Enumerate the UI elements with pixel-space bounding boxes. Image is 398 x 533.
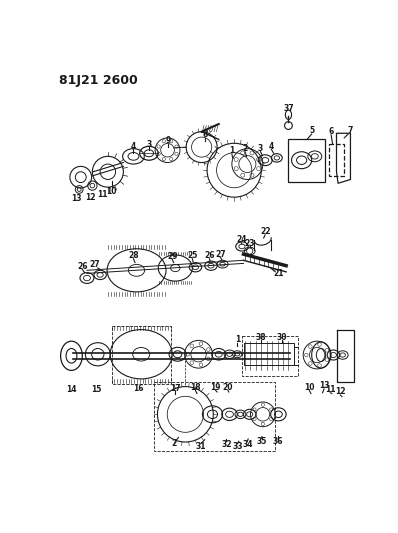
Text: 1: 1 <box>235 335 240 344</box>
Text: 19: 19 <box>211 383 221 392</box>
Text: 4: 4 <box>131 142 136 151</box>
Text: 34: 34 <box>242 440 253 449</box>
Text: 27: 27 <box>215 249 226 259</box>
Text: 9: 9 <box>166 136 171 146</box>
Text: 10: 10 <box>304 383 315 392</box>
Text: 14: 14 <box>66 385 77 394</box>
Text: 38: 38 <box>255 333 266 342</box>
Text: 15: 15 <box>91 385 101 394</box>
Text: 2: 2 <box>242 144 248 153</box>
Bar <box>112 326 171 384</box>
Text: 16: 16 <box>133 384 143 393</box>
Text: 20: 20 <box>223 383 233 392</box>
Text: 17: 17 <box>170 384 181 393</box>
Text: 12: 12 <box>335 387 345 397</box>
Text: 2: 2 <box>171 439 176 448</box>
Text: 21: 21 <box>273 269 284 278</box>
Text: 7: 7 <box>348 126 353 135</box>
Text: 32: 32 <box>221 440 232 449</box>
Text: 6: 6 <box>328 127 334 136</box>
Text: 27: 27 <box>90 261 100 269</box>
Text: 8: 8 <box>202 130 207 139</box>
Text: 18: 18 <box>190 383 201 392</box>
Text: 23: 23 <box>244 239 255 248</box>
Text: 33: 33 <box>232 442 242 451</box>
Text: 10: 10 <box>107 187 117 196</box>
Text: 37: 37 <box>283 104 294 113</box>
Text: 81J21 2600: 81J21 2600 <box>59 75 138 87</box>
Text: 5: 5 <box>309 126 314 135</box>
Text: 13: 13 <box>319 381 330 390</box>
Text: 26: 26 <box>204 251 215 260</box>
Bar <box>288 140 325 182</box>
Bar <box>154 382 275 451</box>
Text: 31: 31 <box>196 442 206 451</box>
Text: 12: 12 <box>86 192 96 201</box>
Text: 3: 3 <box>258 144 263 153</box>
Text: 28: 28 <box>128 251 139 260</box>
Text: 25: 25 <box>187 251 197 260</box>
Text: 30: 30 <box>277 333 287 342</box>
Text: 11: 11 <box>325 385 336 394</box>
Text: 36: 36 <box>272 437 283 446</box>
Text: 11: 11 <box>97 190 108 199</box>
Text: 3: 3 <box>146 140 152 149</box>
Text: 4: 4 <box>269 142 274 151</box>
Bar <box>244 343 294 365</box>
Text: 29: 29 <box>167 252 178 261</box>
Bar <box>329 144 344 176</box>
Text: 1: 1 <box>229 147 234 156</box>
Text: 22: 22 <box>260 227 271 236</box>
Text: 13: 13 <box>71 194 81 203</box>
Bar <box>242 336 298 376</box>
Text: 24: 24 <box>236 235 246 244</box>
Text: 26: 26 <box>77 262 88 271</box>
Text: 35: 35 <box>256 437 267 446</box>
